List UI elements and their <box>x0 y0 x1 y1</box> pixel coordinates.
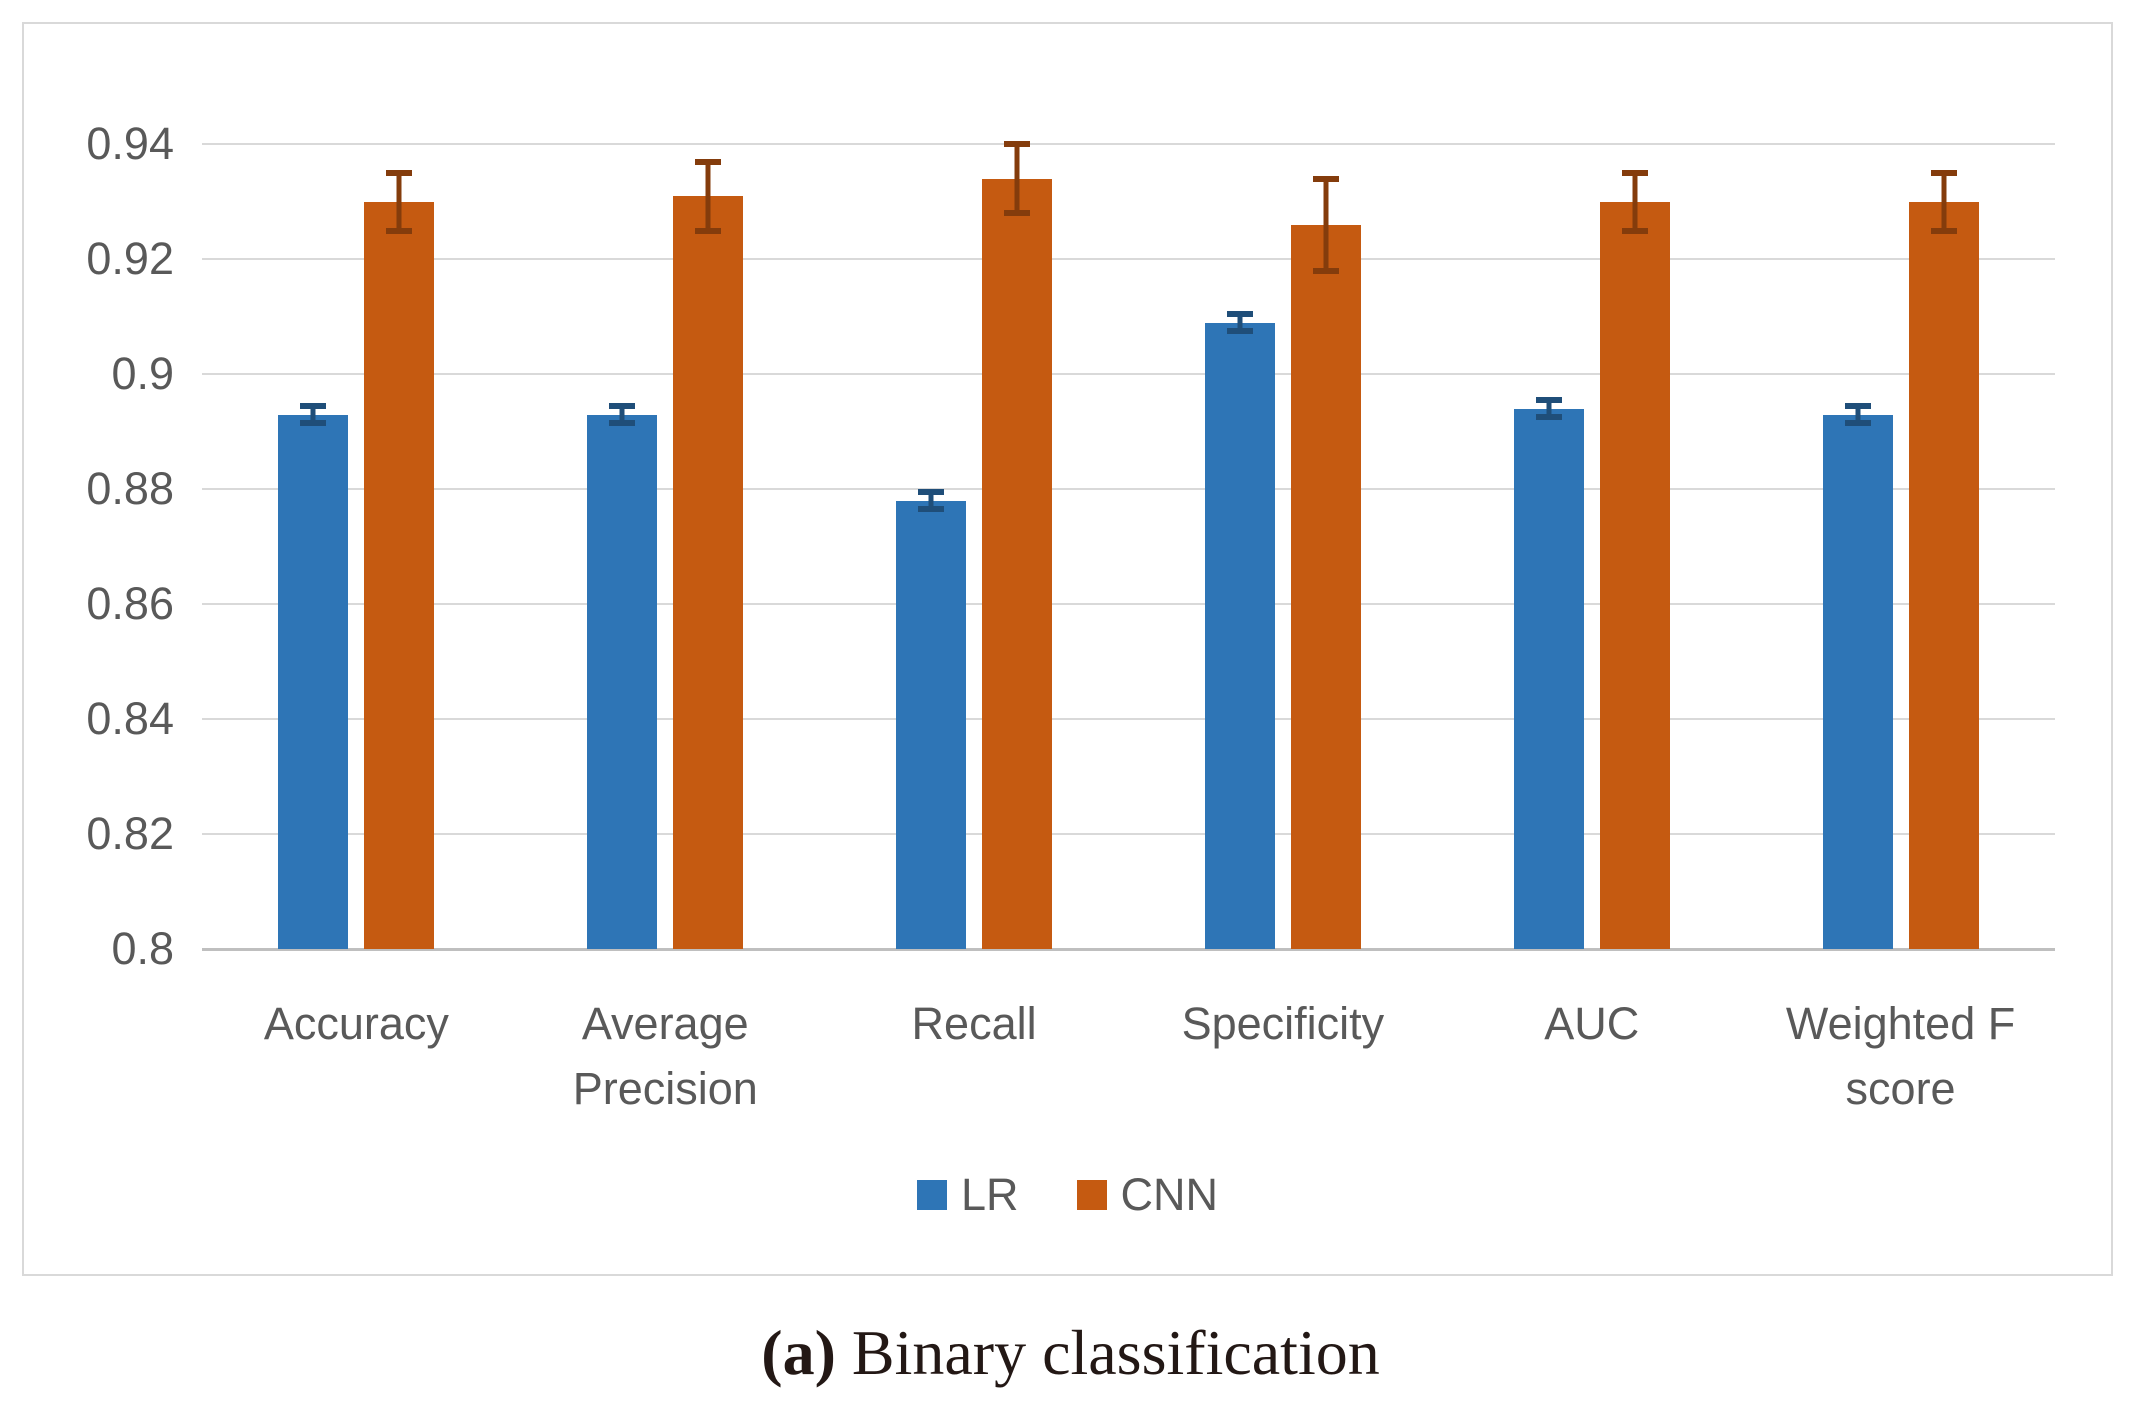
bar-cnn-weighted-f-score <box>1908 201 1979 949</box>
x-axis-line <box>202 948 2055 951</box>
error-bar-part <box>1323 178 1329 271</box>
legend-label: LR <box>960 1169 1019 1220</box>
error-bar-lr-weighted-f-score <box>1844 402 1871 427</box>
error-bar-part <box>386 227 413 234</box>
chart-figure: 0.8 0.82 0.84 0.86 0.88 0.9 0.92 0.94 Accuracy Av… <box>22 22 2113 1276</box>
error-bar-part <box>1621 170 1648 177</box>
y-axis-tick-label: 0.88 <box>86 463 174 515</box>
y-axis-tick-label: 0.86 <box>86 578 174 630</box>
x-axis-category-label: Accuracy <box>263 998 449 1049</box>
x-axis-category-label: AUC <box>1544 998 1640 1049</box>
error-bar-part <box>1312 175 1339 182</box>
bar-cnn-average-precision <box>673 196 744 949</box>
bar-lr-accuracy <box>278 414 349 949</box>
bar-lr-specificity <box>1204 322 1275 949</box>
error-bar-part <box>609 420 636 427</box>
gridline <box>202 603 2055 606</box>
error-bar-part <box>609 402 636 409</box>
error-bar-part <box>1226 310 1253 317</box>
gridline <box>202 258 2055 261</box>
error-bar-part <box>1014 144 1020 214</box>
error-bar-part <box>705 161 711 231</box>
error-bar-part <box>1941 173 1947 231</box>
error-bar-lr-specificity <box>1226 310 1253 335</box>
x-axis-category-label: Average Precision <box>572 998 758 1115</box>
error-bar-part <box>1312 267 1339 274</box>
error-bar-part <box>918 489 945 496</box>
error-bar-cnn-recall <box>1004 141 1031 217</box>
legend-swatch-icon <box>916 1180 947 1210</box>
caption-text: Binary classification <box>835 1317 1380 1388</box>
error-bar-part <box>1930 170 1957 177</box>
error-bar-lr-recall <box>918 489 945 513</box>
legend-swatch-icon <box>1076 1180 1107 1210</box>
error-bar-part <box>1632 173 1638 231</box>
error-bar-part <box>695 227 722 234</box>
error-bar-part <box>1844 420 1871 427</box>
y-axis-tick-label: 0.8 <box>111 923 174 974</box>
y-axis-tick-label: 0.82 <box>86 808 174 860</box>
legend-item-cnn: CNN <box>1076 1169 1219 1221</box>
bar-cnn-specificity <box>1290 224 1361 949</box>
bar-cnn-accuracy <box>364 201 435 949</box>
error-bar-part <box>1226 328 1253 335</box>
gridline <box>202 833 2055 836</box>
error-bar-part <box>300 420 327 427</box>
error-bar-part <box>1930 227 1957 234</box>
error-bar-part <box>695 158 722 165</box>
error-bar-cnn-weighted-f-score <box>1930 170 1957 234</box>
error-bar-cnn-specificity <box>1312 175 1339 274</box>
y-axis-tick-label: 0.9 <box>111 348 174 400</box>
error-bar-part <box>1004 141 1031 148</box>
y-axis-tick-label: 0.94 <box>86 118 174 170</box>
error-bar-lr-auc <box>1535 397 1562 421</box>
x-axis-category-label: Weighted F score <box>1785 998 2016 1115</box>
y-axis-tick-label: 0.84 <box>86 693 174 745</box>
error-bar-cnn-accuracy <box>386 170 413 234</box>
error-bar-part <box>1844 402 1871 409</box>
caption-letter: (a) <box>761 1317 836 1388</box>
bar-lr-average-precision <box>587 414 658 949</box>
error-bar-part <box>300 402 327 409</box>
legend-label: CNN <box>1120 1169 1219 1220</box>
error-bar-part <box>1535 414 1562 421</box>
error-bar-cnn-average-precision <box>695 158 722 234</box>
error-bar-part <box>1546 400 1552 418</box>
gridline <box>202 143 2055 146</box>
error-bar-part <box>1621 227 1648 234</box>
bar-lr-auc <box>1513 408 1584 949</box>
plot-area: 0.8 0.82 0.84 0.86 0.88 0.9 0.92 0.94 Accuracy Av… <box>86 87 2055 1114</box>
error-bar-part <box>1535 397 1562 404</box>
error-bar-part <box>386 170 413 177</box>
y-axis-tick-label: 0.92 <box>86 233 174 285</box>
error-bar-part <box>396 173 402 231</box>
gridline <box>202 373 2055 376</box>
gridline <box>202 718 2055 721</box>
error-bar-lr-accuracy <box>300 402 327 427</box>
bar-cnn-auc <box>1599 201 1670 949</box>
legend: LR CNN <box>24 1169 2111 1221</box>
error-bar-part <box>918 506 945 513</box>
bar-lr-recall <box>896 500 967 949</box>
error-bar-lr-average-precision <box>609 402 636 427</box>
error-bar-part <box>928 492 934 510</box>
error-bar-part <box>1855 405 1861 424</box>
error-bar-part <box>1237 313 1243 332</box>
error-bar-part <box>1004 210 1031 217</box>
x-axis-category-label: Specificity <box>1181 998 1385 1049</box>
error-bar-cnn-auc <box>1621 170 1648 234</box>
bar-cnn-recall <box>982 178 1053 949</box>
error-bar-part <box>619 405 625 424</box>
figure-caption: (a) Binary classification <box>0 1316 2141 1390</box>
x-axis-category-label: Recall <box>911 998 1037 1049</box>
error-bar-part <box>310 405 316 424</box>
bar-lr-weighted-f-score <box>1822 414 1893 949</box>
legend-item-lr: LR <box>916 1169 1019 1221</box>
gridline <box>202 488 2055 491</box>
